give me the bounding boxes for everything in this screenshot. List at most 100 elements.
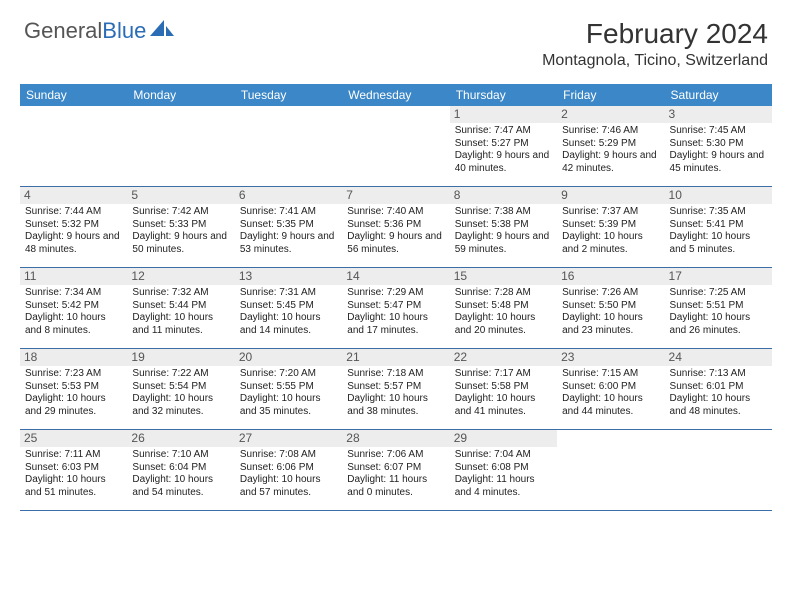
day-cell: 12Sunrise: 7:32 AMSunset: 5:44 PMDayligh… [127,268,234,348]
day-cell [235,106,342,186]
sunset-text: Sunset: 6:07 PM [347,462,444,475]
day-cell: 24Sunrise: 7:13 AMSunset: 6:01 PMDayligh… [665,349,772,429]
day-number: 26 [127,430,234,447]
sunset-text: Sunset: 5:55 PM [240,381,337,394]
daylight-text: Daylight: 10 hours and 51 minutes. [25,474,122,499]
sunset-text: Sunset: 5:51 PM [670,300,767,313]
day-cell: 9Sunrise: 7:37 AMSunset: 5:39 PMDaylight… [557,187,664,267]
sunrise-text: Sunrise: 7:22 AM [132,368,229,381]
sunrise-text: Sunrise: 7:23 AM [25,368,122,381]
daylight-text: Daylight: 11 hours and 4 minutes. [455,474,552,499]
week-row: 4 Sunrise: 7:44 AMSunset: 5:32 PM Daylight… [20,187,772,268]
day-cell: 19 Sunrise: 7:22 AMSunset: 5:54 PMDayligh… [127,349,234,429]
day-cell: 15Sunrise: 7:28 AMSunset: 5:48 PMDayligh… [450,268,557,348]
sunrise-text: Sunrise: 7:32 AM [132,287,229,300]
day-cell [20,106,127,186]
sunrise-text: Sunrise: 7:37 AM [562,206,659,219]
day-number: 4 [20,187,127,204]
daylight-text: Daylight: 10 hours and 5 minutes. [670,231,767,256]
daylight-text: Daylight: 9 hours and 50 minutes. [132,231,229,256]
sunset-text: Sunset: 5:33 PM [132,219,229,232]
daylight-text: Daylight: 10 hours and 17 minutes. [347,312,444,337]
day-number: 22 [450,349,557,366]
header: GeneralBlue February 2024 Montagnola, Ti… [0,0,792,78]
week-row: 25Sunrise: 7:11 AMSunset: 6:03 PMDayligh… [20,430,772,511]
daylight-text: Daylight: 10 hours and 32 minutes. [132,393,229,418]
day-cell: 16Sunrise: 7:26 AMSunset: 5:50 PMDayligh… [557,268,664,348]
day-number: 11 [20,268,127,285]
daylight-text: Daylight: 10 hours and 48 minutes. [670,393,767,418]
sunset-text: Sunset: 5:54 PM [132,381,229,394]
sunrise-text: Sunrise: 7:31 AM [240,287,337,300]
sunrise-text: Sunrise: 7:15 AM [562,368,659,381]
sunset-text: Sunset: 6:00 PM [562,381,659,394]
sunset-text: Sunset: 5:45 PM [240,300,337,313]
day-number: 27 [235,430,342,447]
day-number: 2 [557,106,664,123]
daylight-text: Daylight: 9 hours and 56 minutes. [347,231,444,256]
day-number: 23 [557,349,664,366]
sunset-text: Sunset: 5:32 PM [25,219,122,232]
daylight-text: Daylight: 10 hours and 8 minutes. [25,312,122,337]
sunset-text: Sunset: 5:39 PM [562,219,659,232]
brand-logo: GeneralBlue [24,18,174,44]
sunset-text: Sunset: 5:27 PM [455,138,552,151]
day-number: 18 [20,349,127,366]
day-cell [557,430,664,510]
daylight-text: Daylight: 9 hours and 59 minutes. [455,231,552,256]
daylight-text: Daylight: 10 hours and 14 minutes. [240,312,337,337]
sunrise-text: Sunrise: 7:04 AM [455,449,552,462]
daylight-text: Daylight: 10 hours and 11 minutes. [132,312,229,337]
day-number: 14 [342,268,449,285]
day-cell: 28Sunrise: 7:06 AMSunset: 6:07 PMDayligh… [342,430,449,510]
day-cell: 2Sunrise: 7:46 AMSunset: 5:29 PMDaylight… [557,106,664,186]
day-cell: 14Sunrise: 7:29 AMSunset: 5:47 PMDayligh… [342,268,449,348]
day-number: 12 [127,268,234,285]
day-number: 19 [127,349,234,366]
day-number: 15 [450,268,557,285]
day-cell [665,430,772,510]
day-number: 17 [665,268,772,285]
sunset-text: Sunset: 6:01 PM [670,381,767,394]
sunrise-text: Sunrise: 7:42 AM [132,206,229,219]
day-number: 1 [450,106,557,123]
day-cell: 26Sunrise: 7:10 AMSunset: 6:04 PMDayligh… [127,430,234,510]
sunrise-text: Sunrise: 7:41 AM [240,206,337,219]
daylight-text: Daylight: 10 hours and 26 minutes. [670,312,767,337]
sunrise-text: Sunrise: 7:06 AM [347,449,444,462]
daylight-text: Daylight: 9 hours and 40 minutes. [455,150,552,175]
sail-icon [150,18,174,44]
sunrise-text: Sunrise: 7:29 AM [347,287,444,300]
day-cell: 23Sunrise: 7:15 AMSunset: 6:00 PMDayligh… [557,349,664,429]
day-number: 29 [450,430,557,447]
sunset-text: Sunset: 6:04 PM [132,462,229,475]
day-cell: 29Sunrise: 7:04 AMSunset: 6:08 PMDayligh… [450,430,557,510]
day-cell: 13Sunrise: 7:31 AMSunset: 5:45 PMDayligh… [235,268,342,348]
sunrise-text: Sunrise: 7:40 AM [347,206,444,219]
day-header: Tuesday [235,84,342,106]
day-number: 25 [20,430,127,447]
daylight-text: Daylight: 11 hours and 0 minutes. [347,474,444,499]
sunrise-text: Sunrise: 7:34 AM [25,287,122,300]
day-cell [127,106,234,186]
daylight-text: Daylight: 10 hours and 20 minutes. [455,312,552,337]
day-cell: 11 Sunrise: 7:34 AMSunset: 5:42 PMDayligh… [20,268,127,348]
sunset-text: Sunset: 5:42 PM [25,300,122,313]
day-header: Wednesday [342,84,449,106]
day-number: 3 [665,106,772,123]
day-header: Monday [127,84,234,106]
day-number: 20 [235,349,342,366]
title-block: February 2024 Montagnola, Ticino, Switze… [542,18,768,70]
day-cell: 25Sunrise: 7:11 AMSunset: 6:03 PMDayligh… [20,430,127,510]
daylight-text: Daylight: 10 hours and 38 minutes. [347,393,444,418]
calendar: Sunday Monday Tuesday Wednesday Thursday… [20,84,772,511]
sunset-text: Sunset: 5:38 PM [455,219,552,232]
sunset-text: Sunset: 5:29 PM [562,138,659,151]
day-number: 6 [235,187,342,204]
day-number: 16 [557,268,664,285]
daylight-text: Daylight: 9 hours and 42 minutes. [562,150,659,175]
day-cell: 27Sunrise: 7:08 AMSunset: 6:06 PMDayligh… [235,430,342,510]
sunrise-text: Sunrise: 7:44 AM [25,206,122,219]
day-number: 9 [557,187,664,204]
sunset-text: Sunset: 6:06 PM [240,462,337,475]
